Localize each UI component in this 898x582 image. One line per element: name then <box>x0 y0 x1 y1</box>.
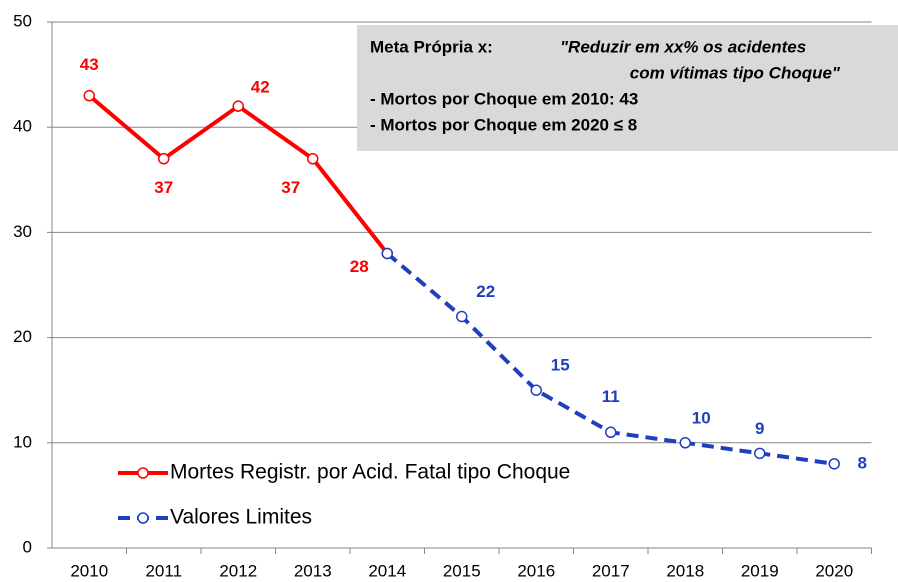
legend-label: Valores Limites <box>170 506 312 529</box>
y-tick-label: 40 <box>13 117 32 136</box>
point <box>754 447 766 460</box>
annotation-line: - Mortos por Choque em 2020 ≤ 8 <box>370 115 637 134</box>
y-tick-label: 10 <box>13 432 32 451</box>
data-label: 10 <box>692 408 711 427</box>
x-tick-label: 2020 <box>815 561 853 580</box>
y-tick-label: 30 <box>13 222 32 241</box>
x-tick-label: 2013 <box>294 561 332 580</box>
point <box>381 247 393 260</box>
point <box>232 100 244 112</box>
x-tick-label: 2016 <box>517 561 555 580</box>
series-line <box>87 94 389 255</box>
legend-marker <box>137 512 149 524</box>
point <box>828 458 840 470</box>
annotation-quote: com vítimas tipo Choque" <box>630 63 841 82</box>
annotation-heading: Meta Própria x: <box>370 37 493 56</box>
x-tick-label: 2012 <box>219 561 257 580</box>
data-label: 11 <box>602 387 620 406</box>
point <box>158 153 170 165</box>
point <box>456 310 468 323</box>
point <box>83 89 95 102</box>
data-label: 42 <box>251 78 270 97</box>
y-tick-label: 50 <box>13 11 32 30</box>
point <box>605 426 617 439</box>
x-tick-label: 2015 <box>443 561 481 580</box>
y-tick-label: 20 <box>13 327 32 346</box>
y-tick-label: 0 <box>23 537 32 556</box>
data-label: 22 <box>476 282 495 301</box>
data-label: 37 <box>281 178 300 197</box>
x-tick-label: 2014 <box>368 561 406 580</box>
data-label: 28 <box>350 257 369 276</box>
point <box>307 153 319 165</box>
x-tick-label: 2019 <box>741 561 779 580</box>
x-tick-label: 2018 <box>666 561 704 580</box>
annotation-line: - Mortos por Choque em 2010: 43 <box>370 89 638 108</box>
annotation-box <box>357 25 898 151</box>
point <box>679 437 691 449</box>
data-label: 9 <box>755 419 764 438</box>
data-label: 8 <box>858 453 867 472</box>
data-label: 15 <box>551 356 570 375</box>
point <box>530 384 542 396</box>
data-label: 37 <box>154 178 173 197</box>
data-label: 43 <box>80 55 99 74</box>
x-tick-label: 2010 <box>70 561 108 580</box>
legend-label: Mortes Registr. por Acid. Fatal tipo Cho… <box>170 461 570 484</box>
legend-marker <box>137 467 149 479</box>
x-tick-label: 2017 <box>592 561 630 580</box>
annotation-quote: "Reduzir em xx% os acidentes <box>560 37 806 56</box>
x-tick-label: 2011 <box>145 561 182 580</box>
